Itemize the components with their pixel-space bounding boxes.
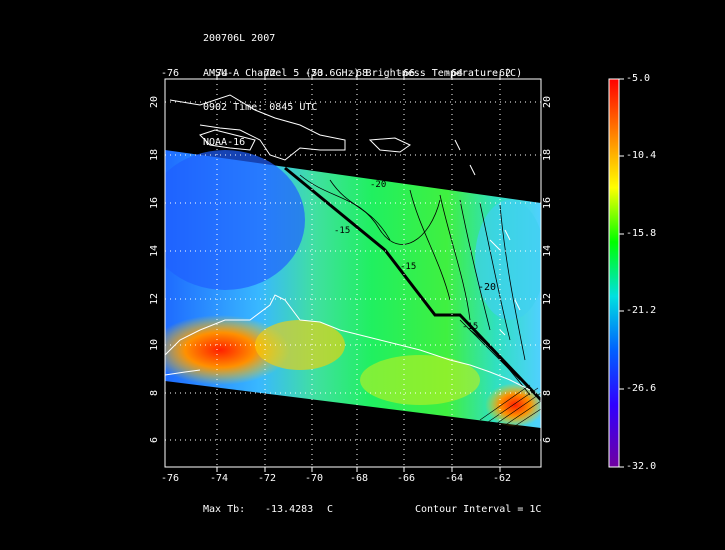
time-title: 0902 Time: 0845 UTC: [203, 102, 318, 113]
lat-tick-left: 16: [149, 196, 161, 210]
lat-tick-right: 10: [542, 338, 554, 352]
colorbar-label: -5.0: [626, 73, 651, 84]
lon-tick-bottom: -70: [305, 473, 324, 484]
lon-tick-bottom: -64: [445, 473, 464, 484]
hatched-region: [479, 384, 541, 429]
lon-tick-bottom: -72: [258, 473, 277, 484]
max-tb-label: Max Tb:: [203, 504, 246, 515]
contour-label: -20: [478, 282, 497, 293]
axis-ticks: [216, 74, 501, 472]
header-block: 200706L 2007 AMSU-A Channel 5 (53.6GHz) …: [203, 10, 522, 160]
lat-tick-right: 6: [542, 436, 554, 444]
channel-title: AMSU-A Channel 5 (53.6GHz) Brightness Te…: [203, 67, 523, 79]
satellite-title: NOAA-16: [203, 136, 246, 148]
storm-id-title: 200706L 2007: [203, 33, 276, 44]
contour-label: -15: [400, 262, 417, 272]
lon-tick-top: -72: [258, 68, 277, 79]
lat-tick-right: 18: [542, 148, 554, 162]
lat-tick-left: 14: [149, 244, 161, 258]
lat-tick-right: 20: [542, 95, 554, 109]
lat-tick-left: 12: [149, 292, 161, 306]
swath-edge-line: [284, 166, 541, 402]
max-tb-value: -13.4283: [265, 504, 314, 515]
lon-tick-top: -62: [493, 68, 512, 79]
lat-tick-right: 14: [542, 244, 554, 258]
max-tb-unit: C: [327, 504, 334, 515]
contour-label: -15: [334, 226, 351, 236]
coastlines: [165, 94, 531, 391]
lon-tick-top: -66: [397, 68, 416, 79]
lon-tick-top: -70: [305, 68, 324, 79]
lat-tick-left: 18: [149, 148, 161, 162]
lon-tick-top: -74: [210, 68, 229, 79]
lon-tick-bottom: -66: [397, 473, 416, 484]
contour-interval: Contour Interval = 1C: [415, 504, 542, 515]
lat-tick-right: 16: [542, 196, 554, 210]
lon-tick-bottom: -68: [350, 473, 369, 484]
lat-tick-left: 8: [149, 389, 161, 397]
colorbar-ticks: [619, 78, 624, 468]
colorbar-label: -21.2: [626, 305, 657, 316]
colorbar: [608, 78, 620, 468]
lon-tick-bottom: -74: [210, 473, 229, 484]
lat-tick-left: 20: [149, 95, 161, 109]
lon-tick-top: -76: [161, 68, 180, 79]
lon-tick-top: -64: [445, 68, 464, 79]
colorbar-label: -15.8: [626, 228, 657, 239]
lat-tick-right: 8: [542, 389, 554, 397]
lat-tick-left: 6: [149, 436, 161, 444]
contour-label: -15: [462, 322, 479, 332]
lon-tick-bottom: -62: [493, 473, 512, 484]
lat-tick-left: 10: [149, 338, 161, 352]
colorbar-label: -32.0: [626, 461, 657, 472]
lon-tick-top: -68: [350, 68, 369, 79]
contour-label: -20: [370, 180, 387, 190]
colorbar-label: -26.6: [626, 383, 657, 394]
colorbar-label: -10.4: [626, 150, 657, 161]
map-frame: [164, 78, 542, 468]
lon-tick-bottom: -76: [161, 473, 180, 484]
lat-tick-right: 12: [542, 292, 554, 306]
